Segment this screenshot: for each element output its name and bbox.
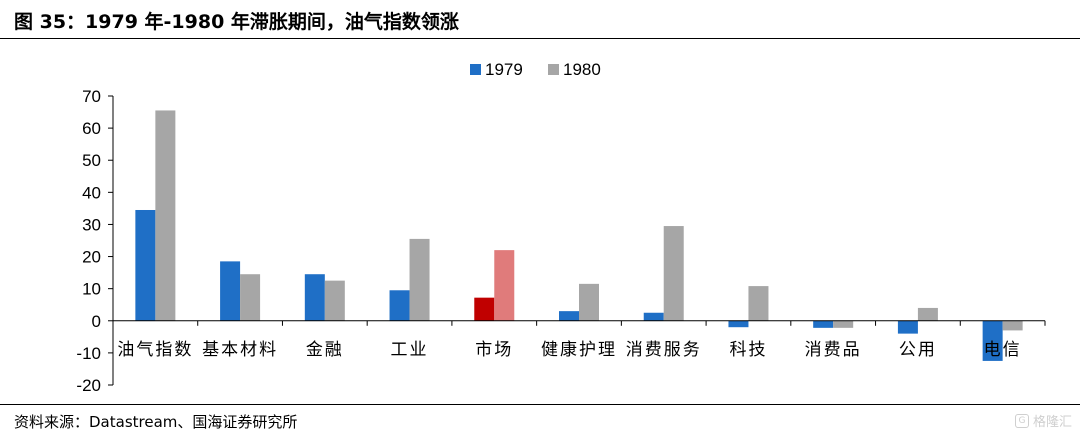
watermark-text: 格隆汇 [1032,415,1072,430]
bar-1979 [389,290,410,321]
bar-1979 [897,320,918,334]
x-tick-label: 消费品 [805,340,862,359]
x-axis: 油气指数 基本材料 金融 工业 市场 健康护理 消费服务 科技 消费品 公用 电信 [112,320,1046,359]
y-tick-label: -10 [76,344,101,363]
watermark-logo-icon: G [1014,413,1029,428]
x-tick-label: 工业 [391,340,429,359]
bar-1979 [559,311,579,321]
bar-1980 [240,274,261,321]
y-tick-label: 50 [82,151,101,170]
y-tick-label: 70 [82,87,101,106]
bar-1980 [324,280,345,321]
bar-1979 [220,261,241,321]
bar-1980 [155,110,176,321]
bar-chart: 1979 1980 70 60 50 40 30 20 10 0 -10 -20 油气指数 基本材料 金… [76,60,1046,395]
legend-swatch-1979 [470,64,481,75]
bar-1979 [474,297,495,321]
bar-1979 [135,209,156,321]
x-tick-label: 健康护理 [541,340,617,359]
x-tick-label: 基本材料 [202,340,278,359]
bar-1979 [728,320,749,328]
bar-1980 [1002,320,1023,331]
bar-1980 [917,307,938,321]
legend-swatch-1980 [548,64,559,75]
y-tick-label: -20 [76,376,101,395]
watermark: G 格隆汇 [1014,411,1072,430]
x-tick-label: 电信 [984,340,1022,359]
y-tick-label: 10 [82,280,101,299]
source-note: 资料来源：Datastream、国海证券研究所 [14,413,298,431]
x-tick-label: 市场 [475,340,513,359]
bar-1980 [663,226,684,321]
legend-label: 1980 [563,60,601,79]
y-tick-label: 60 [82,119,101,138]
y-tick-label: 40 [82,183,101,202]
bar-1980 [579,283,599,321]
bar-1979 [643,312,664,321]
x-tick-label: 消费服务 [626,340,702,359]
bars [135,110,1023,361]
y-tick-label: 0 [92,312,101,331]
source-bar: 资料来源：Datastream、国海证券研究所 G 格隆汇 [0,404,1080,436]
bar-1979 [982,320,1003,361]
y-axis: 70 60 50 40 30 20 10 0 -10 -20 [76,87,114,395]
x-tick-label: 油气指数 [117,340,193,359]
figure-title: 图 35：1979 年-1980 年滞胀期间，油气指数领涨 [14,11,459,33]
legend: 1979 1980 [470,60,601,79]
legend-label: 1979 [485,60,523,79]
bar-1980 [409,238,430,321]
y-tick-label: 20 [82,248,101,267]
x-tick-label: 金融 [306,340,344,359]
bar-1980 [833,320,854,328]
bar-1980 [748,286,769,321]
bar-1979 [813,320,834,328]
x-tick-label: 公用 [899,340,937,359]
y-tick-label: 30 [82,215,101,234]
bar-1980 [494,250,515,321]
title-bar: 图 35：1979 年-1980 年滞胀期间，油气指数领涨 [0,0,1080,39]
x-tick-label: 科技 [729,340,767,359]
bar-1979 [304,274,325,321]
